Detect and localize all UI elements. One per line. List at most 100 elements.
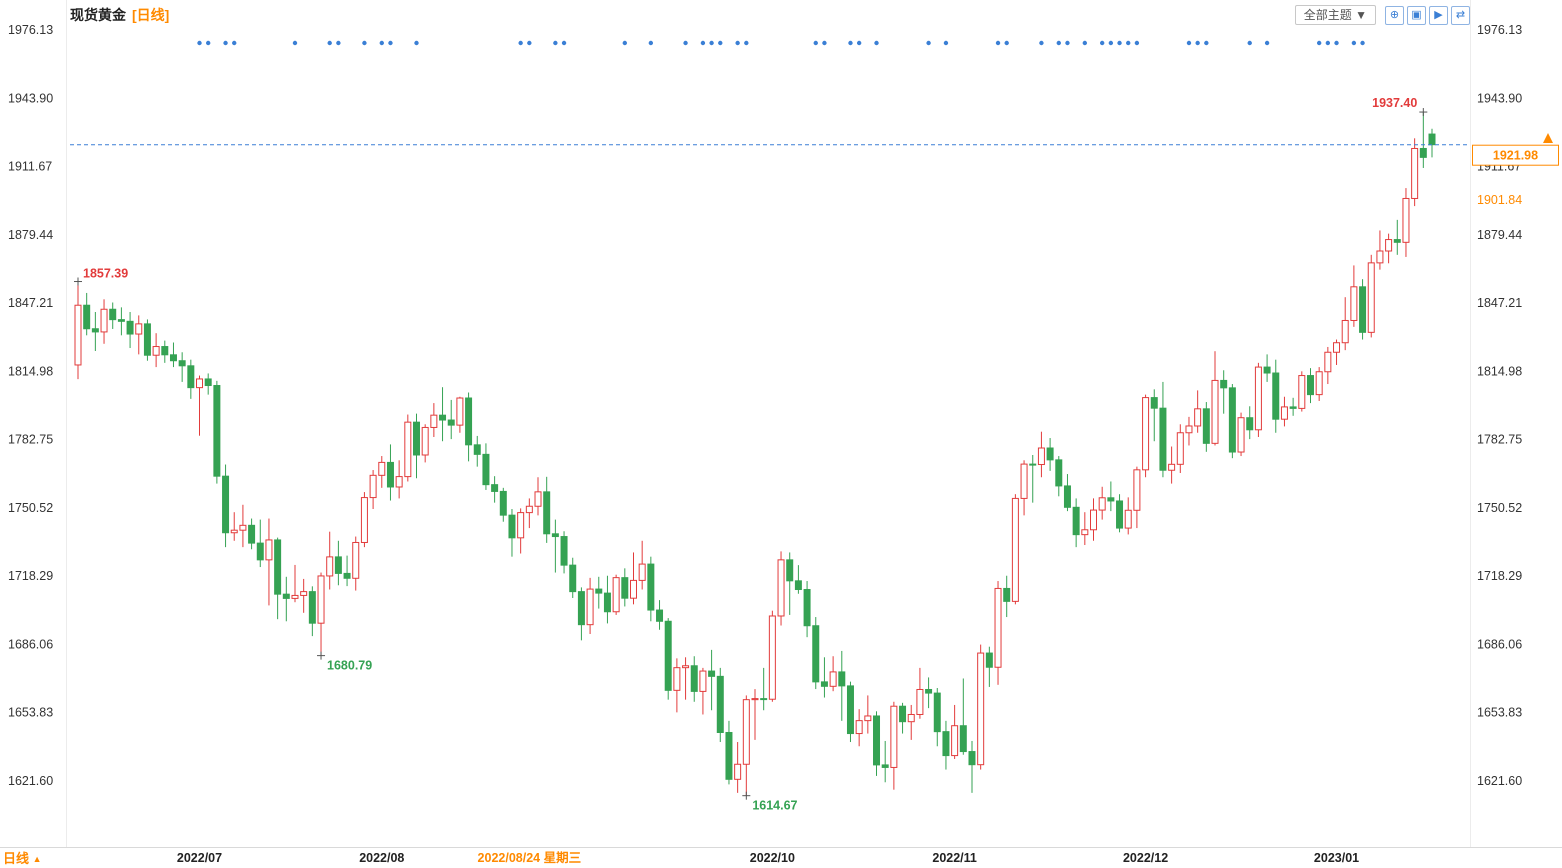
candle <box>768 615 776 700</box>
candle <box>291 594 299 599</box>
candle <box>1029 463 1037 466</box>
period-tag: [日线] <box>132 7 170 23</box>
candle <box>1159 407 1167 471</box>
event-dot-icon <box>1204 40 1209 46</box>
y-axis-label: 1718.29 <box>8 569 53 583</box>
candle <box>1046 447 1054 461</box>
y-axis-label: 1750.52 <box>8 501 53 515</box>
candle <box>864 715 872 722</box>
event-dot-icon <box>1099 40 1105 46</box>
candle <box>1124 509 1132 529</box>
y-axis-label: 1621.60 <box>1477 774 1522 788</box>
candle <box>282 593 290 599</box>
event-dot-icon <box>232 40 237 46</box>
event-dot-icon <box>813 40 818 46</box>
candle <box>1003 587 1011 602</box>
candle <box>1020 463 1028 499</box>
y-axis-label: 1782.75 <box>1477 433 1522 447</box>
candle <box>1246 417 1254 431</box>
candle <box>682 665 690 669</box>
candle <box>1081 529 1089 536</box>
candle <box>1055 459 1063 487</box>
candle <box>1185 425 1193 434</box>
chart-header: 现货黄金 [日线] <box>70 6 169 24</box>
y-axis-label: 1976.13 <box>1477 23 1522 37</box>
event-dot-icon <box>1108 40 1114 46</box>
event-dot-icon <box>1325 40 1331 46</box>
candle <box>1176 432 1184 465</box>
theme-select-button[interactable]: 全部主题 ▼ <box>1294 5 1376 25</box>
candle <box>378 461 386 476</box>
candle <box>187 365 195 389</box>
x-axis-label: 2022/12 <box>1123 851 1168 865</box>
candle <box>725 731 733 780</box>
extreme-annotations: 1857.39 1680.79 1614.67 1937.40 <box>74 96 1428 813</box>
period-selector[interactable]: 日线 ▲ <box>3 850 42 868</box>
candle <box>1298 375 1306 409</box>
secondary-price-label: 1901.84 <box>1477 193 1522 207</box>
candle <box>629 579 637 599</box>
candle <box>317 575 325 624</box>
candle <box>204 378 212 387</box>
candle <box>1150 397 1158 409</box>
candle <box>664 620 672 691</box>
candle <box>1211 379 1219 444</box>
candle <box>829 671 837 687</box>
candle <box>161 346 169 356</box>
candle <box>603 592 611 613</box>
y-axis-label: 1879.44 <box>1477 228 1522 242</box>
candle <box>708 670 716 677</box>
event-dot-icon <box>943 40 949 46</box>
candle <box>959 725 967 753</box>
candle <box>1107 497 1115 502</box>
y-axis-label: 1653.83 <box>8 706 53 720</box>
candle <box>951 725 959 757</box>
event-dot-icon <box>1126 40 1131 46</box>
candle <box>846 685 854 735</box>
candle <box>994 587 1002 668</box>
candle <box>256 542 264 561</box>
export-icon[interactable]: ⇄ <box>1451 5 1470 25</box>
candle <box>413 421 420 456</box>
y-axis-label: 1653.83 <box>1477 706 1522 720</box>
playback-icon[interactable]: ▶ <box>1429 5 1448 25</box>
candle <box>456 397 464 426</box>
candle <box>1133 469 1141 511</box>
candle <box>595 588 603 594</box>
y-axis-label: 1847.21 <box>8 296 53 310</box>
event-dot-icon <box>1195 40 1200 46</box>
candle <box>881 764 889 768</box>
candle <box>794 580 802 591</box>
candle <box>586 588 594 626</box>
candle <box>1376 250 1384 264</box>
event-dot-icon <box>744 40 749 46</box>
x-axis-label: 2022/10 <box>750 851 795 865</box>
candle <box>109 308 117 321</box>
candle <box>430 414 438 428</box>
candle <box>551 533 559 538</box>
candle <box>647 563 655 611</box>
candle <box>543 491 551 535</box>
extreme-price-label: 1937.40 <box>1372 96 1417 110</box>
kline-style-icon[interactable]: ▣ <box>1407 5 1426 25</box>
event-dot-icon <box>1316 40 1322 46</box>
event-dot-icon <box>327 40 332 46</box>
chart-toolbar: 全部主题 ▼ ⊕ ▣ ▶ ⇄ <box>1294 5 1470 25</box>
candle <box>265 539 273 561</box>
candle <box>907 713 915 723</box>
candles-layer <box>74 112 1436 796</box>
event-dot-icon <box>735 40 740 46</box>
y-axis-label: 1911.67 <box>8 160 52 174</box>
pan-icon[interactable]: ⊕ <box>1385 5 1404 25</box>
event-dot-icon <box>379 40 384 46</box>
event-markers[interactable] <box>197 40 1365 46</box>
candle <box>1315 371 1323 396</box>
candle <box>499 490 507 516</box>
y-axis-label: 1718.29 <box>1477 569 1522 583</box>
candle <box>213 385 221 477</box>
candle <box>74 304 82 366</box>
candle <box>838 671 846 687</box>
